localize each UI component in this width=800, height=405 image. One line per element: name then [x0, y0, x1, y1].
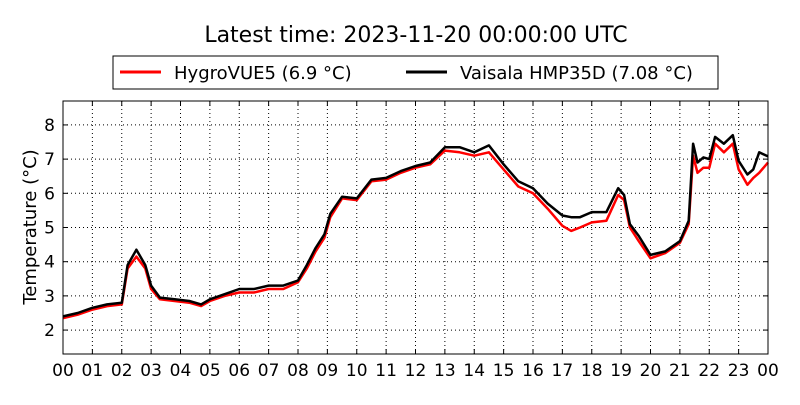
- x-tick-label: 00: [52, 361, 74, 381]
- x-tick-label: 19: [610, 361, 632, 381]
- chart-title: Latest time: 2023-11-20 00:00:00 UTC: [204, 23, 627, 48]
- series-line-0: [62, 142, 769, 320]
- y-tick-label: 4: [44, 253, 55, 273]
- x-tick-label: 00: [757, 361, 779, 381]
- x-tick-label: 02: [111, 361, 133, 381]
- y-tick-label: 3: [44, 287, 55, 307]
- x-tick-label: 06: [228, 361, 250, 381]
- grid: [63, 101, 768, 354]
- legend-label-vaisala: Vaisala HMP35D (7.08 °C): [460, 63, 693, 84]
- x-tick-label: 05: [199, 361, 221, 381]
- y-tick-label: 2: [44, 321, 55, 341]
- x-tick-label: 17: [552, 361, 574, 381]
- y-tick-label: 5: [44, 219, 55, 239]
- x-tick-label: 18: [581, 361, 603, 381]
- x-tick-label: 13: [434, 361, 456, 381]
- x-tick-label: 16: [522, 361, 544, 381]
- x-tick-label: 03: [140, 361, 162, 381]
- x-tick-label: 09: [317, 361, 339, 381]
- x-tick-label: 04: [170, 361, 192, 381]
- x-tick-label: 11: [375, 361, 397, 381]
- x-tick-label: 23: [728, 361, 750, 381]
- x-tick-label: 22: [698, 361, 720, 381]
- y-tick-label: 7: [44, 150, 55, 170]
- x-tick-label: 12: [405, 361, 427, 381]
- legend: HygroVUE5 (6.9 °C) Vaisala HMP35D (7.08 …: [112, 55, 719, 90]
- x-tick-label: 15: [493, 361, 515, 381]
- series-lines: [62, 133, 769, 320]
- x-tick-label: 08: [287, 361, 309, 381]
- series-line-1: [62, 133, 769, 318]
- y-tick-label: 6: [44, 184, 55, 204]
- y-tick-label: 8: [44, 116, 55, 136]
- x-tick-label: 10: [346, 361, 368, 381]
- x-tick-label: 14: [463, 361, 485, 381]
- x-tick-label: 21: [669, 361, 691, 381]
- y-axis-label: Temperature (°C): [20, 149, 41, 305]
- ticks: 00 01 02 03 04 05 06 07 08 09 10 11 12 13 14 15 16 17 18 19…: [44, 101, 779, 381]
- x-tick-label: 20: [640, 361, 662, 381]
- x-tick-label: 01: [82, 361, 104, 381]
- legend-label-hygrovue5: HygroVUE5 (6.9 °C): [174, 63, 352, 84]
- x-tick-label: 07: [258, 361, 280, 381]
